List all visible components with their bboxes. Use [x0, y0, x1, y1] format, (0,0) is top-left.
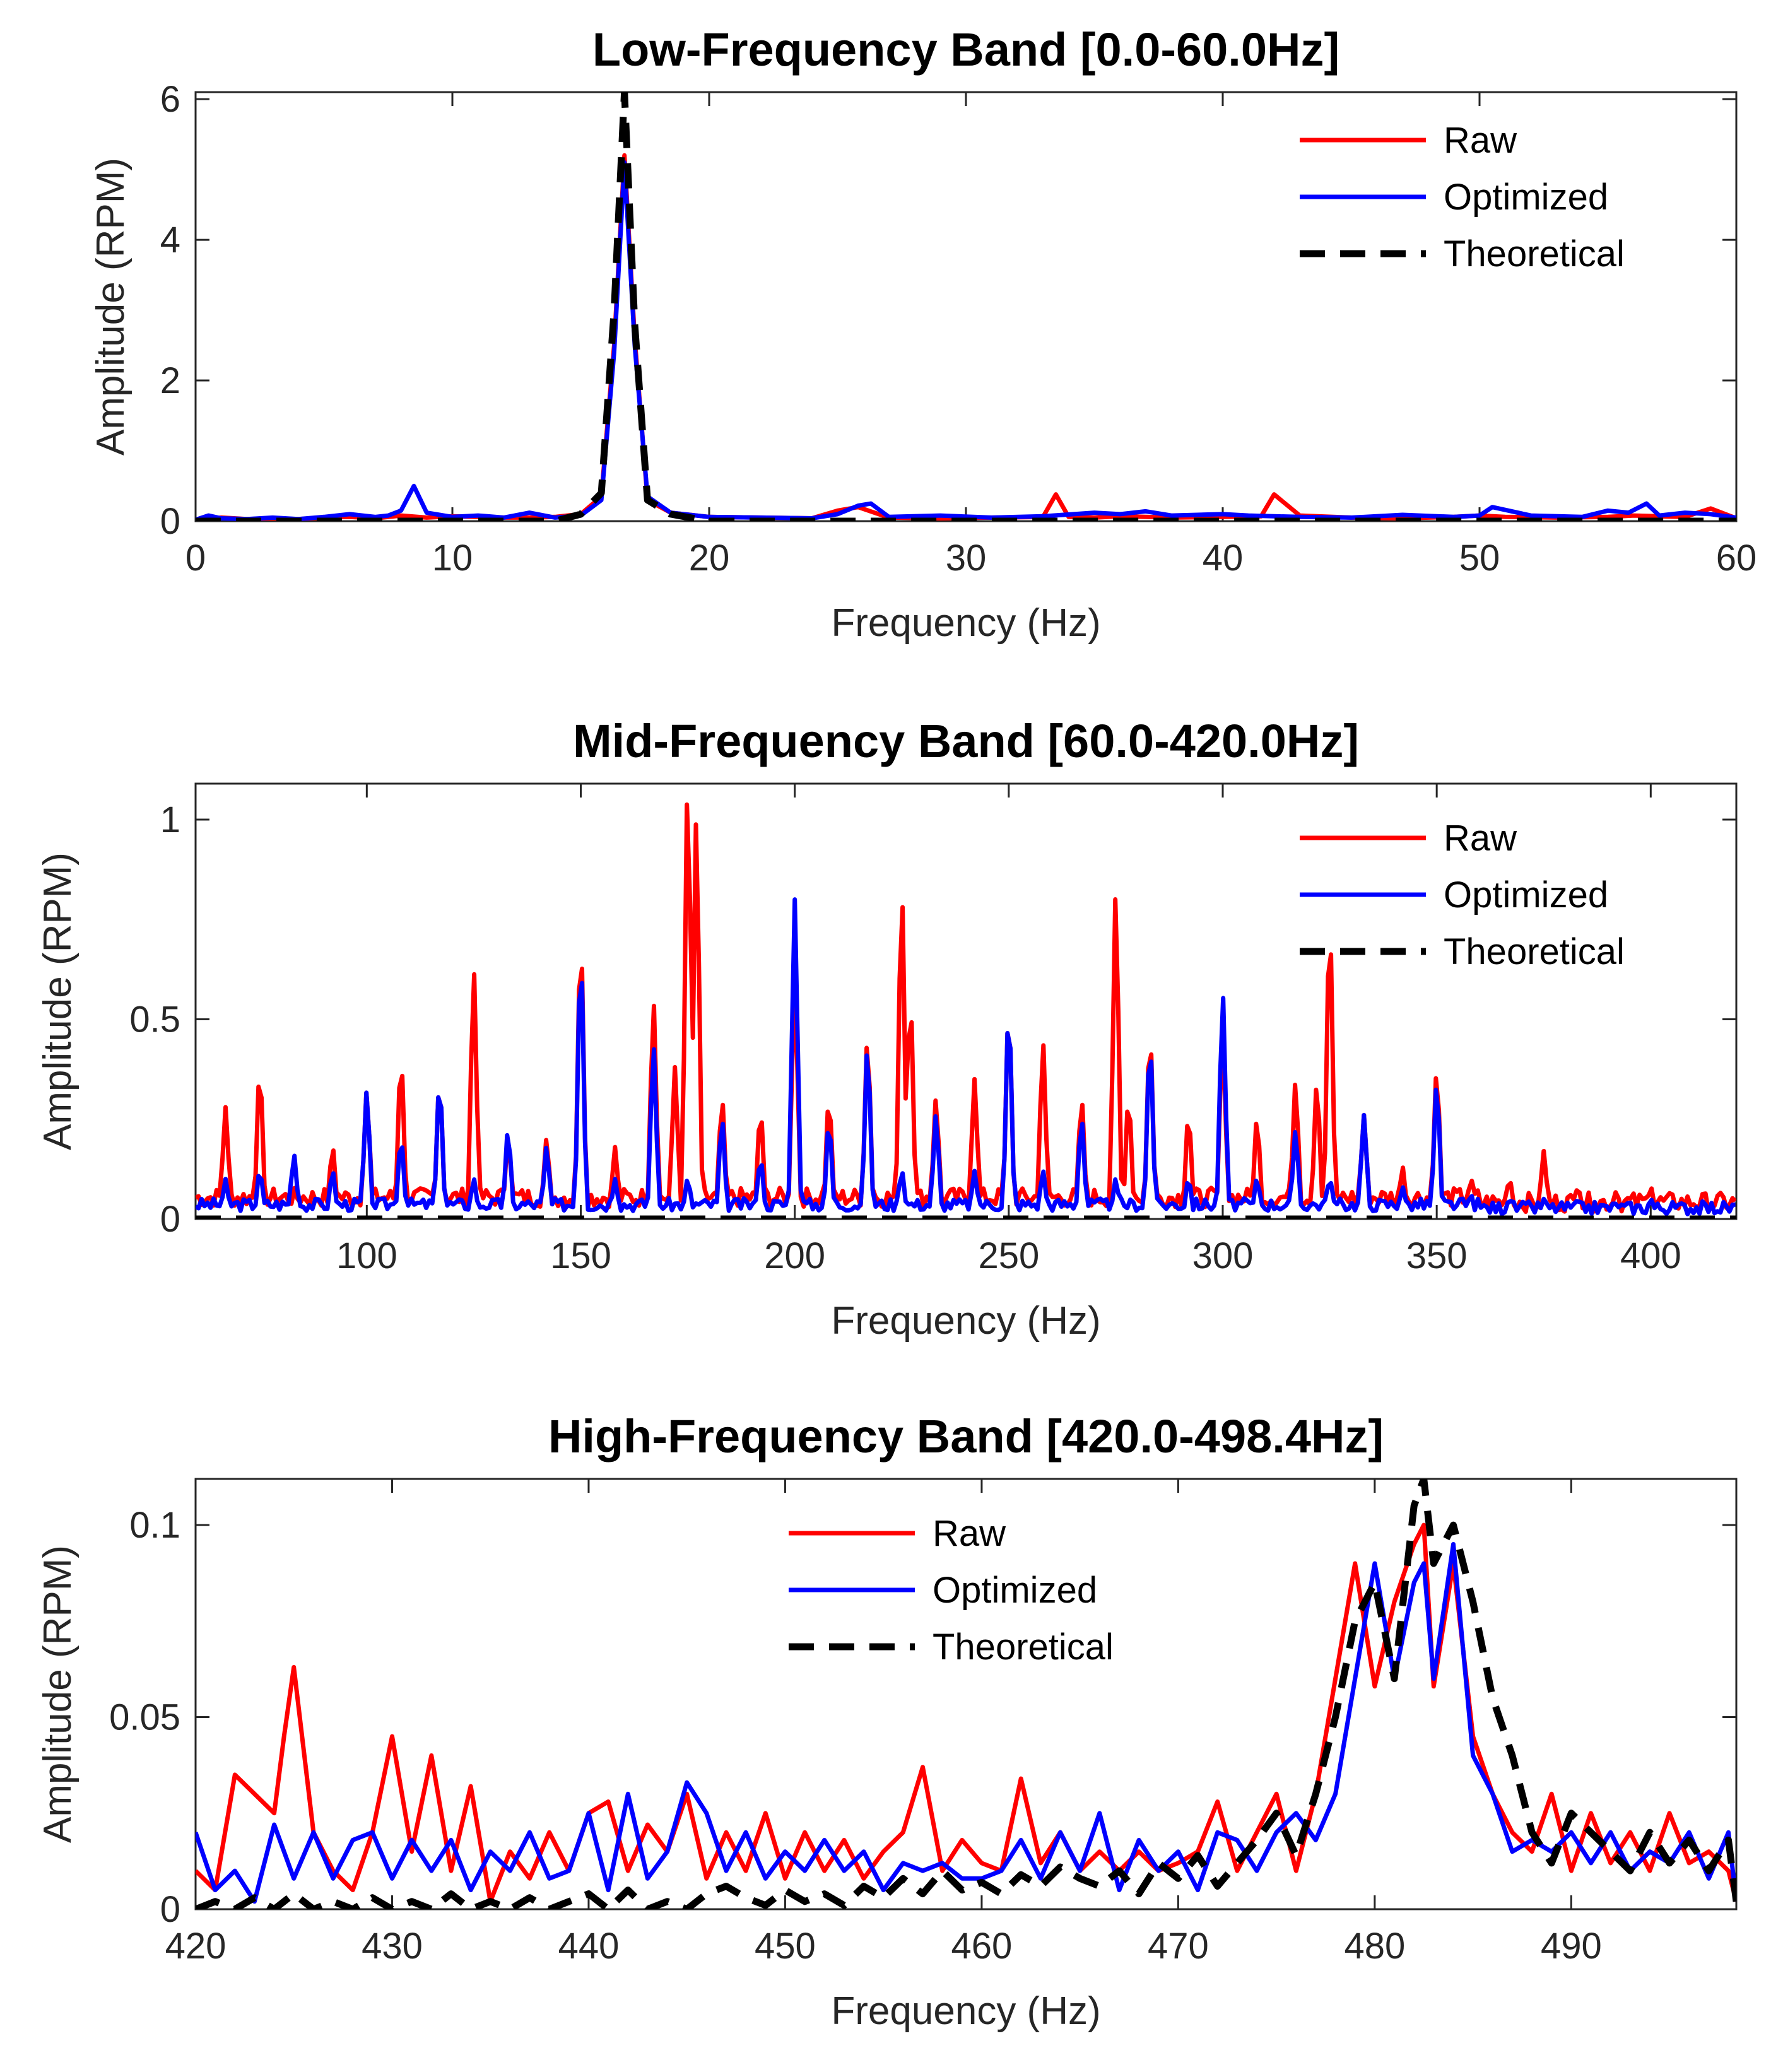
x-tick-label: 350	[1406, 1235, 1468, 1276]
panel-1: 0 10 20 30 40 50 60 0 2 4 6 Low-Frequency Band [0.0…	[89, 23, 1757, 645]
legend: Raw Optimized Theoretical	[789, 1513, 1114, 1668]
legend-label-theoretical: Theoretical	[1444, 233, 1625, 274]
x-tick-label: 10	[432, 538, 473, 579]
legend: Raw Optimized Theoretical	[1300, 818, 1625, 972]
x-tick-label: 440	[558, 1926, 620, 1967]
y-axis-label: Amplitude (RPM)	[36, 1545, 79, 1843]
y-tick-label: 2	[160, 360, 180, 401]
series-line-theoretical	[196, 1479, 1736, 1909]
legend-label-theoretical: Theoretical	[933, 1627, 1114, 1668]
series-line-theoretical	[196, 92, 1736, 521]
x-tick-label: 0	[185, 538, 206, 579]
x-tick-label: 470	[1148, 1926, 1209, 1967]
x-axis-label: Frequency (Hz)	[831, 601, 1100, 645]
legend-label-theoretical: Theoretical	[1444, 931, 1625, 972]
x-tick-label: 150	[550, 1235, 611, 1276]
y-tick-label: 4	[160, 220, 180, 261]
y-axis-label: Amplitude (RPM)	[89, 158, 132, 456]
x-tick-label: 200	[764, 1235, 825, 1276]
y-tick-label: 0.1	[129, 1505, 180, 1546]
x-tick-label: 430	[362, 1926, 423, 1967]
y-tick-label: 0	[160, 1889, 180, 1930]
series-line-optimized	[196, 160, 1736, 521]
x-tick-label: 400	[1620, 1235, 1681, 1276]
y-tick-label: 0	[160, 501, 180, 542]
y-axis-label: Amplitude (RPM)	[36, 852, 79, 1150]
series-group	[196, 802, 1736, 1219]
y-tick-label: 0	[160, 1199, 180, 1240]
legend: Raw Optimized Theoretical	[1300, 120, 1625, 274]
series-line-optimized	[196, 897, 1736, 1216]
chart-title: Low-Frequency Band [0.0-60.0Hz]	[592, 23, 1339, 76]
series-line-optimized	[196, 1542, 1736, 1904]
panel-2: 100 150 200 250 300 350 400 0 0.5 1 Mid-Frequency …	[36, 715, 1738, 1343]
y-tick-label: 6	[160, 79, 180, 120]
x-tick-label: 40	[1203, 538, 1244, 579]
x-axis-label: Frequency (Hz)	[831, 1989, 1100, 2033]
x-tick-label: 420	[165, 1926, 227, 1967]
x-tick-label: 490	[1541, 1926, 1602, 1967]
x-axis-label: Frequency (Hz)	[831, 1299, 1100, 1343]
chart-title: High-Frequency Band [420.0-498.4Hz]	[548, 1410, 1384, 1463]
legend-label-raw: Raw	[1444, 818, 1517, 859]
series-group	[196, 1479, 1736, 1909]
series-group	[196, 92, 1736, 521]
x-tick-label: 450	[755, 1926, 816, 1967]
x-tick-label: 300	[1192, 1235, 1254, 1276]
y-tick-label: 0.5	[129, 999, 180, 1040]
legend-label-optimized: Optimized	[1444, 874, 1608, 915]
legend-label-optimized: Optimized	[1444, 177, 1608, 218]
legend-label-optimized: Optimized	[933, 1570, 1097, 1611]
x-tick-label: 30	[946, 538, 987, 579]
x-tick-label: 60	[1716, 538, 1757, 579]
panel-3: 420 430 440 450 460 470 480 490 0 0.05 0.1 High-Fre…	[36, 1410, 1738, 2033]
x-tick-label: 100	[336, 1235, 397, 1276]
legend-label-raw: Raw	[1444, 120, 1517, 161]
y-tick-label: 1	[160, 799, 180, 840]
plot-area	[194, 1478, 1738, 1910]
chart-title: Mid-Frequency Band [60.0-420.0Hz]	[573, 715, 1359, 767]
x-tick-label: 20	[689, 538, 730, 579]
x-tick-label: 50	[1459, 538, 1500, 579]
plot-area	[194, 91, 1738, 522]
x-tick-label: 460	[951, 1926, 1013, 1967]
legend-label-raw: Raw	[933, 1513, 1006, 1554]
x-tick-label: 480	[1344, 1926, 1405, 1967]
y-tick-label: 0.05	[109, 1697, 180, 1738]
series-line-raw	[196, 1522, 1736, 1904]
x-tick-label: 250	[978, 1235, 1039, 1276]
